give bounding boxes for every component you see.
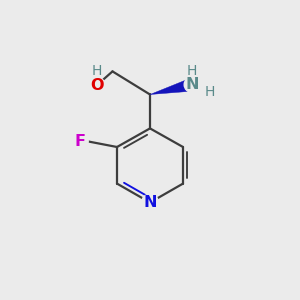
Text: F: F xyxy=(75,134,86,148)
Text: N: N xyxy=(143,195,157,210)
Circle shape xyxy=(89,77,105,93)
Circle shape xyxy=(184,77,200,92)
Polygon shape xyxy=(150,78,194,94)
Text: H: H xyxy=(92,64,102,78)
Text: N: N xyxy=(185,77,199,92)
Circle shape xyxy=(142,194,158,211)
Text: H: H xyxy=(187,64,197,78)
Text: O: O xyxy=(91,78,104,93)
Circle shape xyxy=(73,133,88,149)
Text: H: H xyxy=(205,85,215,99)
